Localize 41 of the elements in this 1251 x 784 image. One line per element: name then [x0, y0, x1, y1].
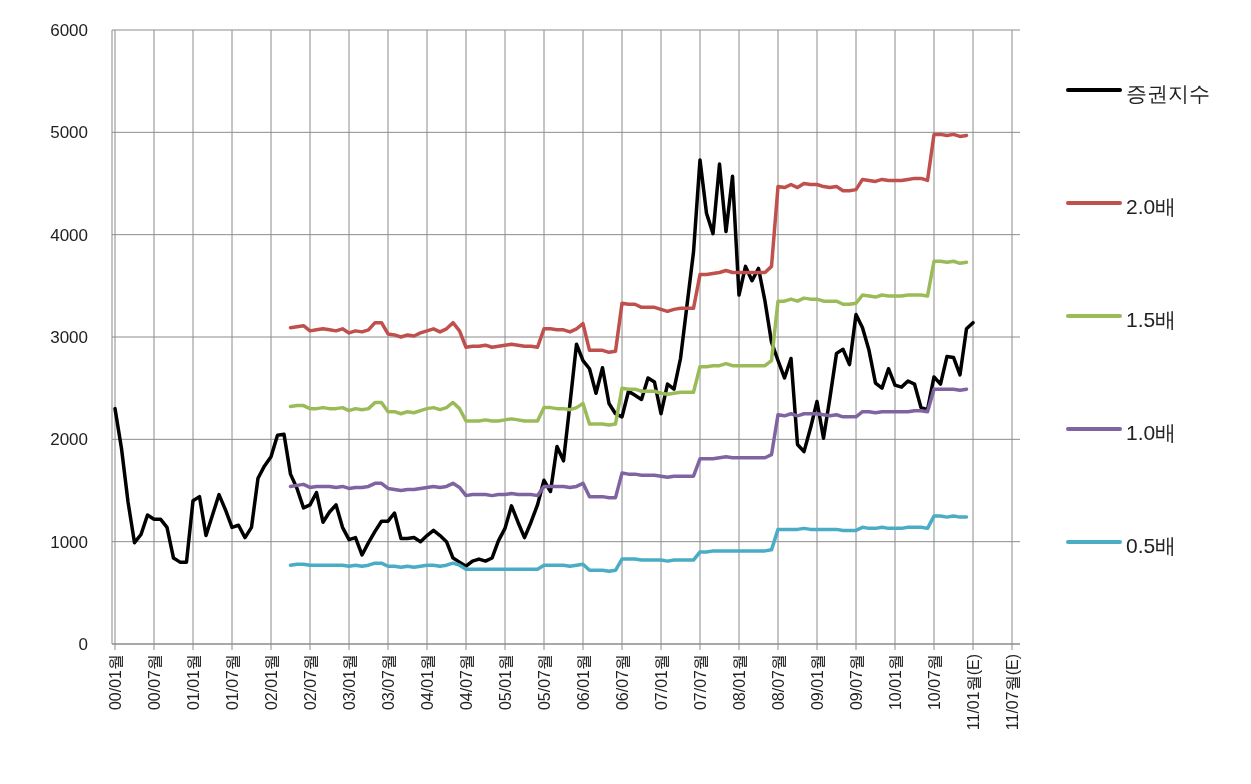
- line-series: [288, 514, 969, 574]
- x-tick-label: 03/01월: [340, 654, 358, 711]
- y-tick-label: 5000: [50, 123, 88, 143]
- legend-label: 2.0배: [1126, 195, 1177, 219]
- x-tick-label: 05/01월: [496, 654, 514, 711]
- x-tick-label: 02/01월: [262, 654, 280, 711]
- legend-label: 1.5배: [1126, 308, 1177, 332]
- line-series: [288, 132, 969, 355]
- x-tick-label: 02/07월: [301, 654, 319, 711]
- x-tick-label: 10/01월: [886, 654, 904, 711]
- y-tick-label: 2000: [50, 430, 88, 450]
- y-tick-label: 4000: [50, 225, 88, 245]
- y-tick-label: 3000: [50, 327, 88, 347]
- y-tick-label: 0: [78, 634, 88, 654]
- legend-label: 증권지수: [1126, 82, 1210, 106]
- x-tick-label: 08/07월: [769, 654, 787, 711]
- x-tick-label: 10/07월: [925, 654, 943, 711]
- x-tick-label: 07/01월: [652, 654, 670, 711]
- x-tick-label: 00/01월: [106, 654, 124, 711]
- x-tick-label: 00/07월: [145, 654, 163, 711]
- x-tick-label: 11/07월(E): [1003, 654, 1021, 731]
- x-tick-label: 05/07월: [535, 654, 553, 711]
- line-series: [288, 387, 969, 500]
- x-tick-label: 03/07월: [379, 654, 397, 711]
- x-tick-label: 06/07월: [613, 654, 631, 711]
- legend-label: 1.0배: [1126, 421, 1177, 445]
- line-series: [288, 259, 969, 427]
- x-tick-label: 04/01월: [418, 654, 436, 711]
- line-series: [113, 158, 975, 568]
- legend-label: 0.5배: [1126, 534, 1177, 558]
- x-tick-label: 09/01월: [808, 654, 826, 711]
- x-tick-label: 01/07월: [223, 654, 241, 711]
- x-tick-label: 07/07월: [691, 654, 709, 711]
- y-tick-label: 6000: [50, 20, 88, 40]
- y-tick-label: 1000: [50, 532, 88, 552]
- x-tick-label: 11/01월(E): [964, 654, 982, 731]
- x-tick-label: 06/01월: [574, 654, 592, 711]
- x-tick-label: 09/07월: [847, 654, 865, 711]
- x-tick-label: 01/01월: [184, 654, 202, 711]
- x-tick-label: 08/01월: [730, 654, 748, 711]
- x-tick-label: 04/07월: [457, 654, 475, 711]
